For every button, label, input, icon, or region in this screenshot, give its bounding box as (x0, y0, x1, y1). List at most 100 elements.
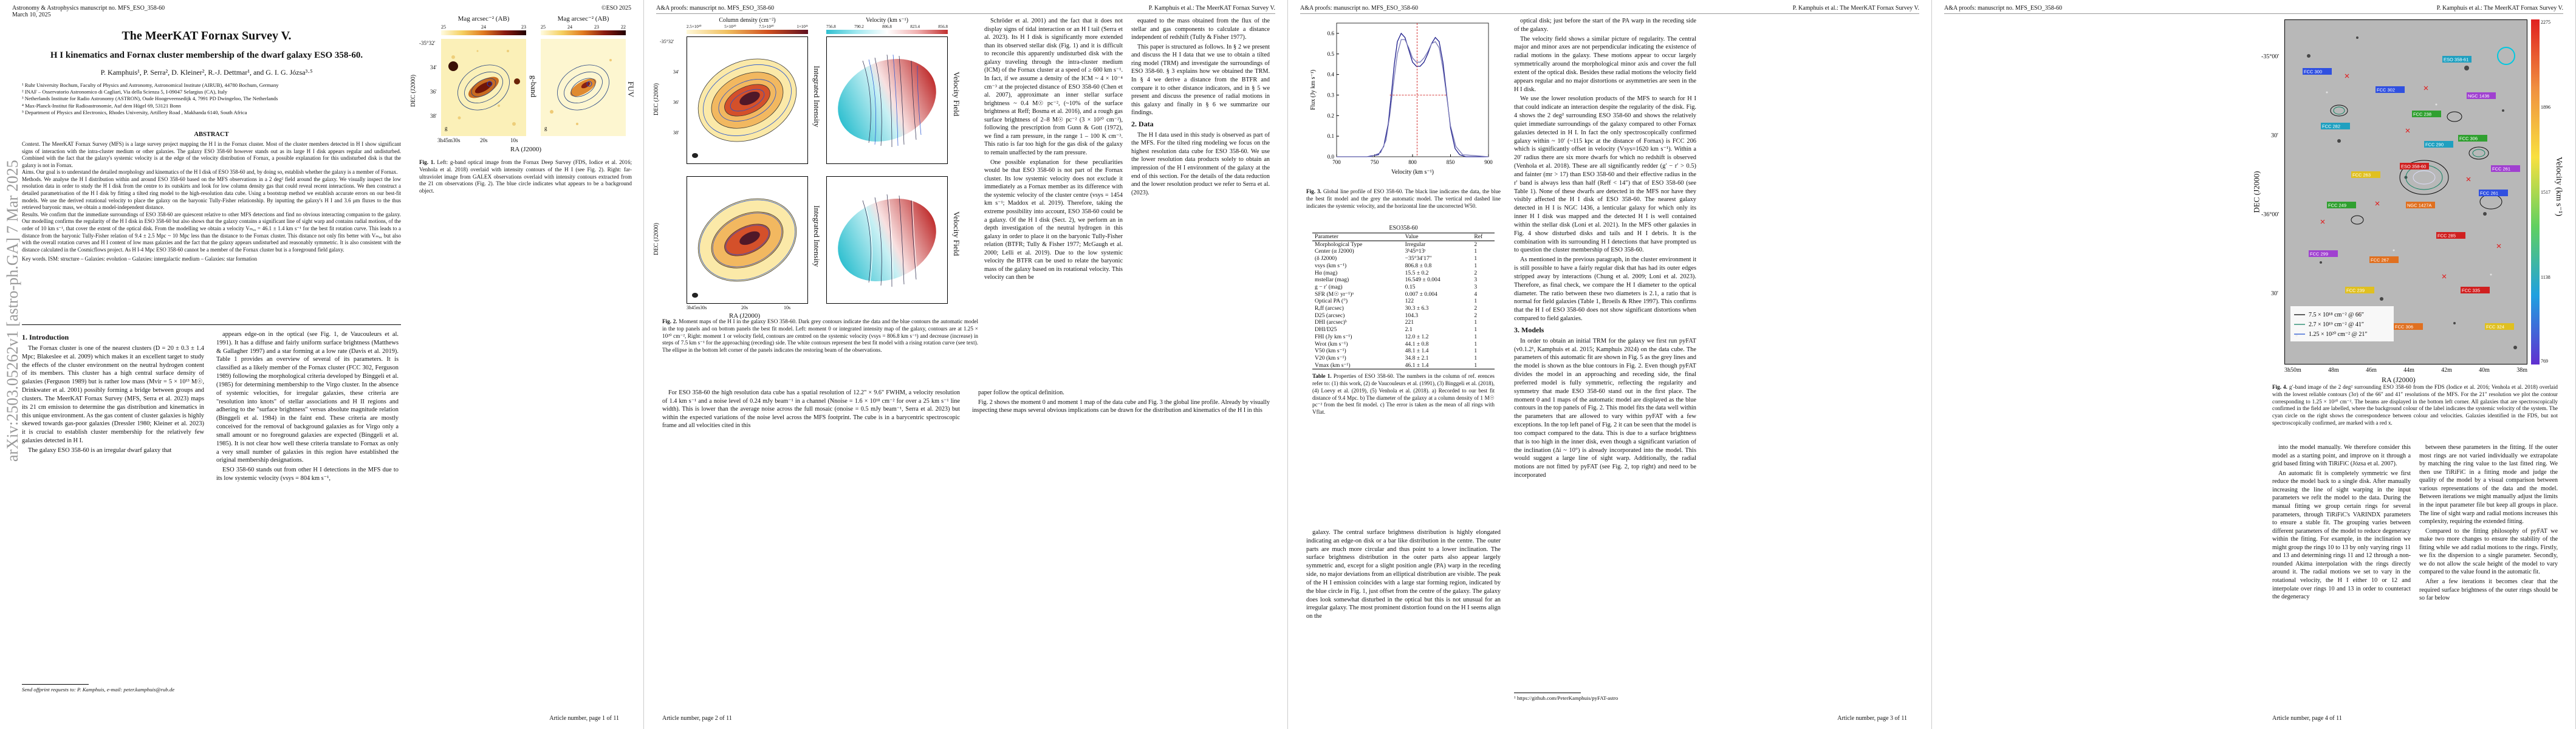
manuscript-date: March 10, 2025 (12, 12, 51, 18)
x-tick-label: 800 (1408, 159, 1417, 165)
galaxy-label: FCC 335 (2462, 288, 2480, 293)
colorbar-tick: 2275 (2541, 19, 2550, 25)
caption-text: Properties of ESO 358-60. The numbers in… (1312, 373, 1495, 416)
colorbar-label: Velocity (km s⁻¹) (866, 17, 908, 24)
running-title: P. Kamphuis et al.: The MeerKAT Fornax S… (1148, 5, 1275, 12)
galaxy-label-box (2424, 141, 2453, 148)
galaxy-label: FCC 249 (2328, 203, 2346, 208)
series-line-model (1337, 39, 1489, 157)
table-title: ESO358-60 (1389, 225, 1418, 231)
table-cell: 3 (1474, 283, 1478, 290)
y-tick-label: 0.0 (1327, 154, 1335, 160)
x-tick: 20s (741, 305, 748, 310)
caption-text: Left: g-band optical image from the Forn… (419, 159, 632, 194)
galaxy-label: FCC 263 (2352, 173, 2371, 178)
running-title: P. Kamphuis et al.: The MeerKAT Fornax S… (2436, 5, 2563, 12)
figure-1-caption: Fig. 1. Left: g-band optical image from … (419, 159, 632, 195)
galaxy-label: ESO 358-61 (2444, 57, 2468, 63)
figure-2: Column density (cm⁻²) 2.5×10²⁰ 5×10²⁰ 7.… (653, 17, 1270, 345)
page-footer: Article number, page 2 of 11 (662, 715, 732, 722)
galaxy-label-box (2485, 323, 2514, 330)
x-axis-label: RA (J2000) (729, 312, 761, 320)
galaxy-label: FCC 324 (2486, 324, 2504, 330)
galaxy-label: FCC 299 (2310, 252, 2328, 257)
table-cell: DHI (arcsec)ᵇ (1315, 319, 1347, 326)
table-cell: 1 (1474, 255, 1478, 262)
fuv-image: g (541, 39, 626, 136)
galaxy-label: FCC 306 (2459, 136, 2478, 142)
paragraph: into the model manually. We therefore co… (2272, 444, 2411, 468)
text-columns: into the model manually. We therefore co… (2272, 443, 2558, 604)
paragraph: For ESO 358-60 the high resolution data … (662, 389, 960, 430)
colorbar (826, 30, 948, 34)
abstract-methods: Methods. We analyse the H I distribution… (22, 176, 401, 211)
table-cell: mstellar (mag) (1315, 276, 1349, 284)
paragraph: appears edge-on in the optical (see Fig.… (216, 331, 399, 464)
y-axis-label: DEC (J2000) (653, 83, 660, 116)
legend: 7.5 × 10¹⁸ cm⁻² @ 66″ 2.7 × 10¹⁹ cm⁻² @ … (2290, 306, 2394, 341)
paragraph: After a few iterations it becomes clear … (2419, 578, 2558, 602)
paragraph: The H I data used in this study is obser… (1131, 131, 1270, 196)
galaxy-label: FCC 282 (2322, 124, 2340, 129)
page-footer: Article number, page 4 of 11 (2272, 715, 2342, 722)
galaxy-label-box (2412, 111, 2441, 117)
table-header: Parameter (1312, 233, 1403, 241)
colorbar-tick: 1138 (2541, 275, 2550, 280)
band-label-fuv: FUV (626, 81, 635, 98)
figure-4-caption: Fig. 4. g′-band image of the 2 deg² surr… (2272, 384, 2558, 427)
x-tick-label: 750 (1371, 159, 1379, 165)
y-tick-label: 0.4 (1327, 72, 1335, 78)
page-4: A&A proofs: manuscript no. MFS_ESO_358-6… (1932, 0, 2576, 729)
table-1: ESO358-60 Parameter Value Ref Morphologi… (1312, 225, 1495, 416)
table-cell: 122 (1405, 298, 1414, 305)
x-axis-label: RA (J2000) (2382, 375, 2416, 384)
y-axis-label: Flux (Jy km s⁻¹) (1310, 70, 1317, 110)
galaxy-label-box (2406, 202, 2435, 208)
table-cell: 104.3 (1405, 312, 1419, 319)
abstract-context: Context. The MeerKAT Fornax Survey (MFS)… (22, 141, 401, 168)
table-row: Hα (mag) 15.5 ± 0.2 2 (1312, 270, 1495, 277)
table-cell: 34.8 ± 2.1 (1405, 354, 1429, 361)
colorbar-tick: 856.8 (938, 24, 948, 29)
paragraph: In order to obtain an initial TRM for th… (1514, 337, 1696, 479)
colorbar (687, 30, 808, 34)
x-tick: 10s (784, 305, 791, 310)
table-row: (δ J2000) −35°34′17″ 1 (1312, 255, 1495, 262)
panel-label-velocity: Velocity Field (952, 211, 961, 256)
table-cell: 2 (1474, 305, 1478, 312)
section-heading: 3. Models (1514, 325, 1544, 334)
galaxy-label: FCC 267 (2371, 258, 2389, 263)
copyright: ©ESO 2025 (601, 5, 631, 12)
table-cell: 806.8 ± 0.8 (1405, 262, 1432, 269)
page-header: Astronomy & Astrophysics manuscript no. … (12, 5, 631, 20)
table-cell: 1 (1474, 340, 1478, 347)
colorbar-tick: 806.8 (882, 24, 892, 29)
abstract-results: Results. We confirm that the immediate s… (22, 211, 401, 253)
paragraph: The velocity field shows a similar pictu… (1514, 35, 1696, 93)
colorbar-label: Velocity (km s⁻¹) (2554, 157, 2563, 216)
table-cell: g − r′ (mag) (1315, 283, 1343, 290)
y-axis-label: DEC (J2000) (2252, 171, 2261, 213)
table-cell: 1 (1474, 262, 1478, 269)
galaxy-label-box (2303, 68, 2332, 75)
table-cell: 1 (1474, 248, 1478, 255)
table-cell: Wrot (km s⁻¹) (1315, 340, 1348, 347)
g-band-image: g (441, 39, 526, 136)
running-title: P. Kamphuis et al.: The MeerKAT Fornax S… (1792, 5, 1919, 12)
table-cell: −35°34′17″ (1405, 255, 1432, 262)
text-column-lower: For ESO 358-60 the high resolution data … (662, 389, 1270, 431)
table-cell: 30.3 ± 6.3 (1405, 305, 1429, 312)
table-row: g − r′ (mag) 0.15 3 (1312, 284, 1495, 291)
colorbar-tick: 23 (521, 24, 526, 30)
table-row: Vmax (km s⁻¹) 46.1 ± 1.4 1 (1312, 361, 1495, 370)
galaxy-label-box (2369, 256, 2399, 263)
table-cell: vsys (km s⁻¹) (1315, 262, 1347, 269)
y-axis-label: DEC (J2000) (410, 74, 417, 108)
colorbar-tick: 823.4 (910, 24, 920, 29)
table-cell: (δ J2000) (1315, 255, 1337, 262)
caption-text: Global line profile of ESO 358-60. The b… (1306, 188, 1501, 209)
moment0-top (687, 36, 808, 164)
band-label-g: g-band (529, 75, 538, 98)
y-tick: 34' (673, 69, 679, 75)
paragraph: Compared to the fitting philosophy of py… (2419, 527, 2558, 576)
